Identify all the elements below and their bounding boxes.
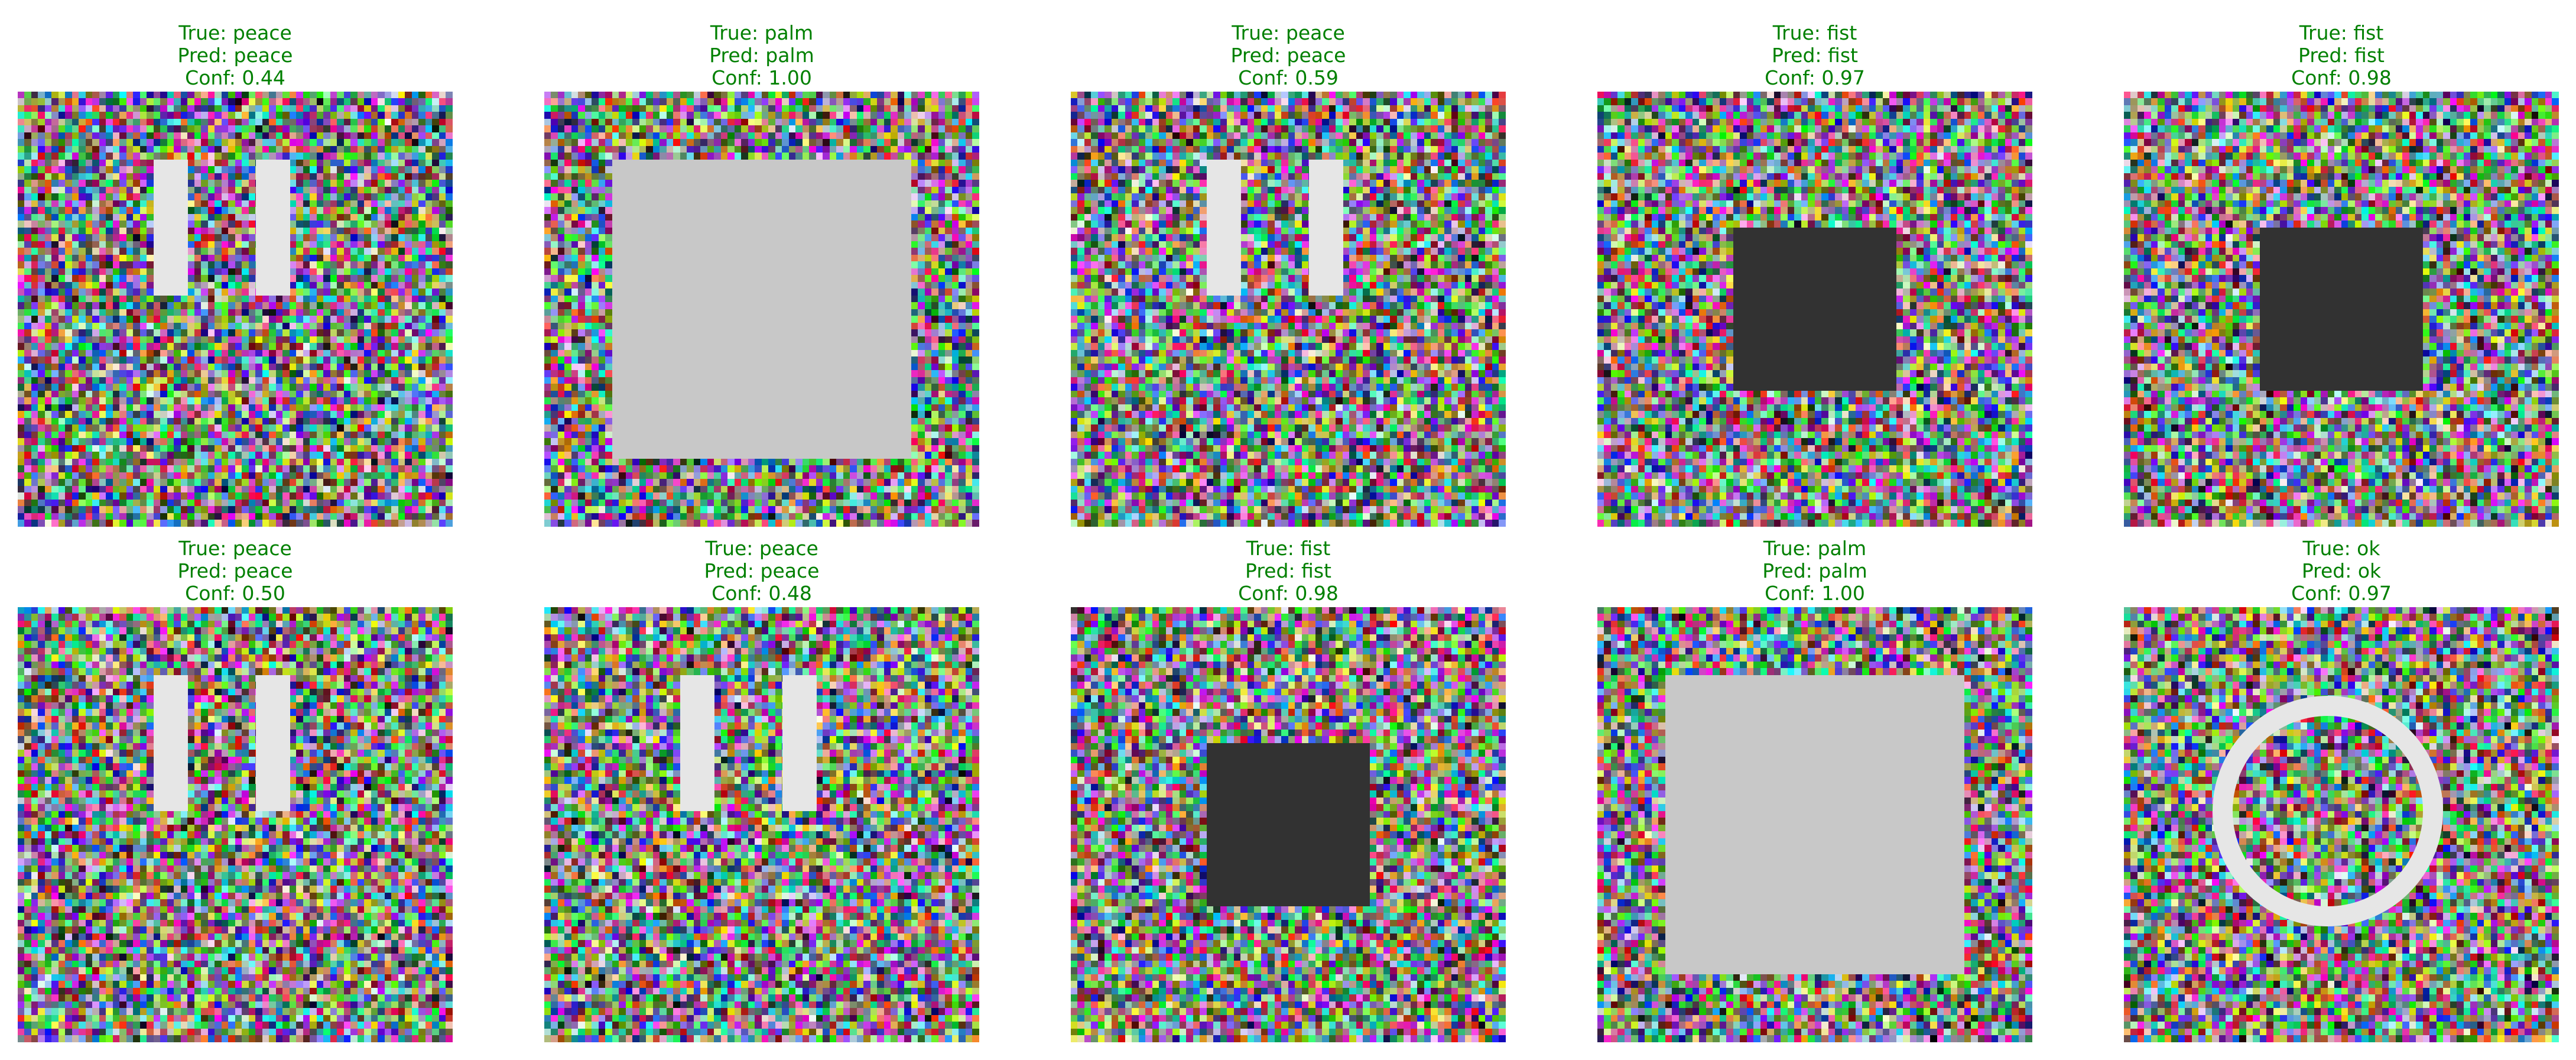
sample-panel: True: peace Pred: peace Conf: 0.59 <box>1071 15 1506 527</box>
confidence-label: Conf: 1.00 <box>1765 582 1865 605</box>
finger-bar-left <box>1207 160 1241 296</box>
sample-image <box>544 92 979 527</box>
fist-square <box>2260 228 2423 391</box>
sample-panel: True: palm Pred: palm Conf: 1.00 <box>1597 530 2032 1042</box>
noise-background <box>544 607 979 1042</box>
sample-image <box>2124 607 2559 1042</box>
true-label: True: peace <box>178 537 292 560</box>
pred-label: Pred: palm <box>1762 559 1867 582</box>
pred-label: Pred: ok <box>2301 559 2382 582</box>
finger-bar-right <box>256 160 290 296</box>
pred-label: Pred: peace <box>704 559 820 582</box>
noise-background <box>1071 92 1506 527</box>
sample-panel: True: peace Pred: peace Conf: 0.44 <box>18 15 453 527</box>
finger-bar-right <box>256 675 290 811</box>
confidence-label: Conf: 0.59 <box>1238 66 1339 89</box>
finger-bar-right <box>782 675 817 811</box>
confidence-label: Conf: 0.97 <box>1765 66 1865 89</box>
sample-image <box>1071 92 1506 527</box>
sample-caption: True: palm Pred: palm Conf: 1.00 <box>544 22 979 89</box>
pred-label: Pred: fist <box>1772 44 1858 67</box>
sample-image <box>544 607 979 1042</box>
sample-panel: True: fist Pred: fist Conf: 0.98 <box>2124 15 2559 527</box>
finger-bar-left <box>154 675 188 811</box>
confidence-label: Conf: 0.50 <box>185 582 285 605</box>
true-label: True: fist <box>1246 537 1331 560</box>
true-label: True: peace <box>178 21 292 44</box>
sample-image <box>18 92 453 527</box>
confidence-label: Conf: 1.00 <box>712 66 812 89</box>
sample-panel: True: palm Pred: palm Conf: 1.00 <box>544 15 979 527</box>
fist-square <box>1733 228 1896 391</box>
sample-panel: True: fist Pred: fist Conf: 0.97 <box>1597 15 2032 527</box>
true-label: True: fist <box>2299 21 2384 44</box>
sample-caption: True: fist Pred: fist Conf: 0.98 <box>1071 537 1506 605</box>
confidence-label: Conf: 0.98 <box>2291 66 2392 89</box>
sample-panel: True: fist Pred: fist Conf: 0.98 <box>1071 530 1506 1042</box>
sample-caption: True: peace Pred: peace Conf: 0.48 <box>544 537 979 605</box>
sample-caption: True: peace Pred: peace Conf: 0.50 <box>18 537 453 605</box>
true-label: True: peace <box>1232 21 1345 44</box>
pred-label: Pred: fist <box>1245 559 1331 582</box>
confidence-label: Conf: 0.44 <box>185 66 285 89</box>
palm-square <box>612 160 911 459</box>
finger-bar-right <box>1309 160 1343 296</box>
true-label: True: palm <box>1763 537 1867 560</box>
true-label: True: palm <box>710 21 814 44</box>
finger-bar-left <box>680 675 714 811</box>
sample-image <box>1597 92 2032 527</box>
pred-label: Pred: fist <box>2298 44 2385 67</box>
pred-label: Pred: peace <box>177 44 293 67</box>
noise-background <box>18 607 453 1042</box>
true-label: True: ok <box>2302 537 2380 560</box>
ok-ring <box>2213 696 2443 926</box>
finger-bar-left <box>154 160 188 296</box>
sample-caption: True: palm Pred: palm Conf: 1.00 <box>1597 537 2032 605</box>
confidence-label: Conf: 0.98 <box>1238 582 1339 605</box>
sample-image <box>1597 607 2032 1042</box>
pred-label: Pred: peace <box>177 559 293 582</box>
sample-caption: True: fist Pred: fist Conf: 0.98 <box>2124 22 2559 89</box>
true-label: True: fist <box>1772 21 1857 44</box>
sample-panel: True: peace Pred: peace Conf: 0.48 <box>544 530 979 1042</box>
fist-square <box>1207 743 1370 906</box>
true-label: True: peace <box>705 537 818 560</box>
sample-caption: True: peace Pred: peace Conf: 0.44 <box>18 22 453 89</box>
confidence-label: Conf: 0.48 <box>712 582 812 605</box>
sample-panel: True: peace Pred: peace Conf: 0.50 <box>18 530 453 1042</box>
sample-panel: True: ok Pred: ok Conf: 0.97 <box>2124 530 2559 1042</box>
noise-background <box>18 92 453 527</box>
pred-label: Pred: peace <box>1230 44 1346 67</box>
pred-label: Pred: palm <box>709 44 814 67</box>
palm-square <box>1665 675 1964 974</box>
sample-image <box>18 607 453 1042</box>
confidence-label: Conf: 0.97 <box>2291 582 2392 605</box>
sample-image <box>1071 607 1506 1042</box>
sample-caption: True: peace Pred: peace Conf: 0.59 <box>1071 22 1506 89</box>
sample-caption: True: fist Pred: fist Conf: 0.97 <box>1597 22 2032 89</box>
sample-caption: True: ok Pred: ok Conf: 0.97 <box>2124 537 2559 605</box>
sample-image <box>2124 92 2559 527</box>
